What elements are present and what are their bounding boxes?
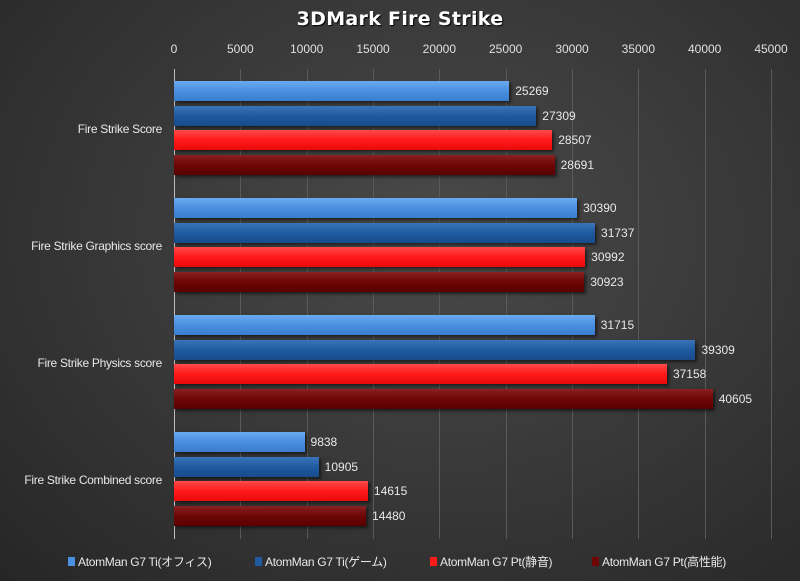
x-tick-label: 10000 [289,42,324,56]
value-label: 14615 [373,484,408,498]
bar [174,130,553,150]
gridline [306,69,308,539]
bar [174,456,319,477]
legend-swatch-icon [68,557,75,566]
bar [174,388,713,409]
gridline [439,69,441,539]
gridline [240,69,242,539]
x-tick-label: 25000 [488,42,523,56]
legend-label: AtomMan G7 Pt(静音) [440,555,553,569]
value-label: 40605 [718,391,753,406]
legend: AtomMan G7 Ti(オフィス) AtomMan G7 Ti(ゲーム) Ato… [0,553,800,571]
bar [174,105,537,126]
value-label: 31715 [600,318,635,332]
value-label: 30923 [590,274,624,289]
gridline [771,69,772,539]
value-label: 25269 [515,84,549,98]
legend-item: AtomMan G7 Pt(静音) [430,553,553,570]
bar [174,481,368,501]
bar [174,315,595,335]
category-label: Fire Strike Graphics score [31,239,162,253]
bar [174,364,667,384]
x-tick-label: 40000 [687,42,722,56]
bar [174,247,586,267]
bar [174,198,578,218]
value-label: 30992 [591,250,625,264]
value-label: 39309 [701,342,735,357]
x-tick-label: 15000 [356,42,390,56]
value-label: 9838 [310,435,338,449]
legend-swatch-icon [430,557,437,566]
legend-swatch-icon [255,557,262,566]
x-tick-label: 35000 [621,42,656,56]
value-label: 31737 [601,225,635,240]
value-label: 28507 [558,133,592,147]
x-tick-label: 5000 [226,42,254,56]
x-tick-label: 30000 [555,42,589,56]
gridline [505,69,507,539]
gridline [373,69,374,539]
bar [174,339,696,360]
legend-swatch-icon [592,557,599,566]
category-label: Fire Strike Combined score [24,473,162,487]
bar [174,81,510,101]
gridline [638,69,640,539]
x-tick-label: 0 [170,42,178,56]
category-label: Fire Strike Physics score [37,356,162,370]
legend-item: AtomMan G7 Ti(オフィス) [68,553,212,570]
x-tick-label: 45000 [754,42,788,56]
legend-item: AtomMan G7 Ti(ゲーム) [255,553,387,570]
legend-label: AtomMan G7 Ti(オフィス) [78,555,212,569]
bar [174,271,585,292]
bar [174,505,367,526]
value-label: 30390 [583,201,617,215]
gridline [174,69,175,539]
bar [174,222,596,243]
value-label: 37158 [672,367,707,381]
x-tick-label: 20000 [422,42,457,56]
legend-label: AtomMan G7 Pt(高性能) [602,555,726,569]
category-label: Fire Strike Score [77,122,163,136]
legend-item: AtomMan G7 Pt(高性能) [592,553,726,570]
value-label: 14480 [372,508,406,523]
bar [174,432,305,452]
value-label: 28691 [560,157,594,172]
gridline [704,69,706,539]
legend-label: AtomMan G7 Ti(ゲーム) [265,555,387,569]
bar [174,154,555,175]
plot-area: 25269 27309 28507 28691 30390 31737 30992 30923… [174,69,772,539]
value-label: 27309 [542,108,576,123]
gridline [572,69,573,539]
chart-title: 3DMark Fire Strike [296,8,504,30]
value-label: 10905 [324,459,359,474]
